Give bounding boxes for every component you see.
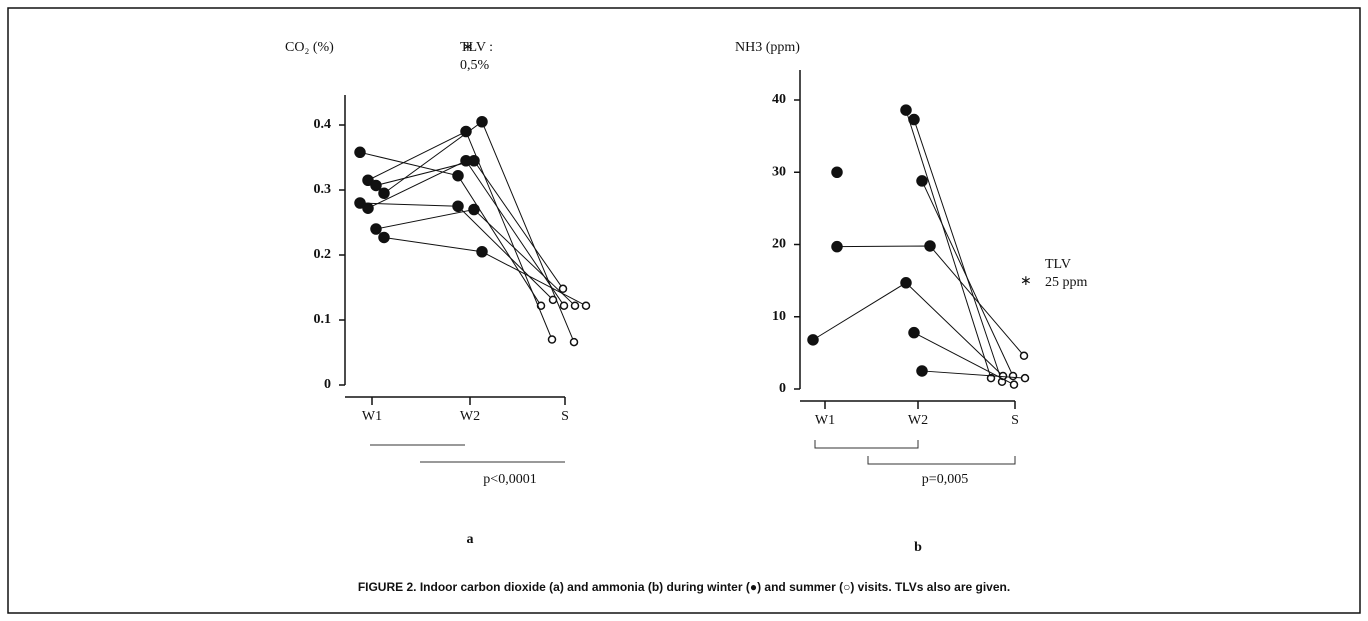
- x-tick-label: S: [1011, 413, 1019, 428]
- tlv-star: ∗: [462, 40, 474, 55]
- summer-point: [548, 295, 558, 305]
- winter-point: [378, 231, 390, 244]
- x-tick-label: W2: [460, 409, 480, 424]
- caption: FIGURE 2. Indoor carbon dioxide (a) and …: [358, 580, 1010, 594]
- winter-point: [452, 200, 464, 212]
- summer-point: [1020, 373, 1030, 383]
- x-tick-label: S: [561, 409, 569, 424]
- annotation: 0,5%: [460, 58, 490, 73]
- series-line: [359, 202, 554, 301]
- summer-point: [986, 373, 996, 383]
- summer-point: [1019, 351, 1029, 361]
- y-tick-label: 10: [772, 309, 786, 324]
- y-tick-label: 0.3: [314, 182, 332, 197]
- series-line: [383, 120, 575, 343]
- winter-point: [362, 202, 374, 214]
- winter-point: [452, 169, 464, 182]
- winter-point: [354, 197, 366, 209]
- winter-point: [807, 334, 819, 346]
- series-line: [359, 151, 542, 306]
- p-label: p=0,005: [922, 472, 968, 487]
- summer-point: [559, 301, 569, 310]
- winter-point: [900, 104, 912, 116]
- winter-point: [908, 326, 920, 339]
- winter-point: [370, 179, 382, 192]
- p-label: p<0,0001: [483, 472, 536, 487]
- series-line: [812, 282, 1004, 377]
- winter-point: [916, 175, 928, 187]
- summer-point: [558, 284, 568, 294]
- y-tick-label: 40: [772, 92, 786, 107]
- winter-point: [831, 240, 843, 253]
- winter-point: [476, 246, 488, 258]
- y-tick-label: 0.1: [314, 312, 332, 327]
- tlv-star: ∗: [1020, 274, 1032, 289]
- y-tick-label: 0: [779, 381, 786, 396]
- summer-point: [581, 301, 591, 310]
- panel-label: b: [914, 540, 922, 555]
- y-axis-label: CO₂ (%): [285, 40, 334, 55]
- summer-point: [1009, 380, 1019, 389]
- winter-point: [370, 223, 382, 235]
- series-line: [367, 160, 565, 306]
- y-tick-label: 0: [324, 377, 331, 392]
- bracket: [814, 440, 919, 449]
- summer-point: [1008, 371, 1018, 381]
- series-line: [913, 119, 1003, 382]
- bracket: [867, 456, 1016, 465]
- series-line: [913, 332, 1015, 386]
- annotation: 25 ppm: [1045, 275, 1088, 290]
- annotation: TLV :: [460, 40, 493, 55]
- winter-point: [460, 155, 472, 167]
- y-tick-label: 20: [772, 237, 786, 252]
- winter-point: [468, 203, 480, 216]
- winter-point: [362, 174, 374, 186]
- winter-point: [476, 116, 488, 128]
- annotation: TLV: [1045, 257, 1071, 272]
- series-line: [375, 160, 564, 290]
- winter-point: [831, 166, 843, 178]
- y-tick-label: 0.2: [314, 247, 332, 262]
- summer-point: [569, 337, 579, 347]
- x-tick-label: W1: [815, 413, 835, 428]
- x-tick-label: W1: [362, 409, 382, 424]
- winter-point: [916, 365, 928, 377]
- winter-point: [460, 125, 472, 138]
- winter-point: [908, 113, 920, 126]
- y-axis-label: NH3 (ppm): [735, 40, 800, 55]
- winter-point: [900, 277, 912, 289]
- y-tick-label: 0.4: [314, 117, 332, 132]
- summer-point: [547, 335, 557, 344]
- winter-point: [924, 240, 936, 252]
- series-line: [921, 180, 1014, 377]
- y-tick-label: 30: [772, 164, 786, 179]
- series-line: [367, 130, 553, 340]
- frame: [7, 7, 1361, 614]
- series-line: [921, 370, 1026, 379]
- winter-point: [354, 146, 366, 159]
- series-line: [905, 109, 992, 379]
- summer-point: [570, 301, 580, 310]
- x-tick-label: W2: [908, 413, 928, 428]
- panel-label: a: [467, 532, 474, 547]
- winter-point: [378, 187, 390, 199]
